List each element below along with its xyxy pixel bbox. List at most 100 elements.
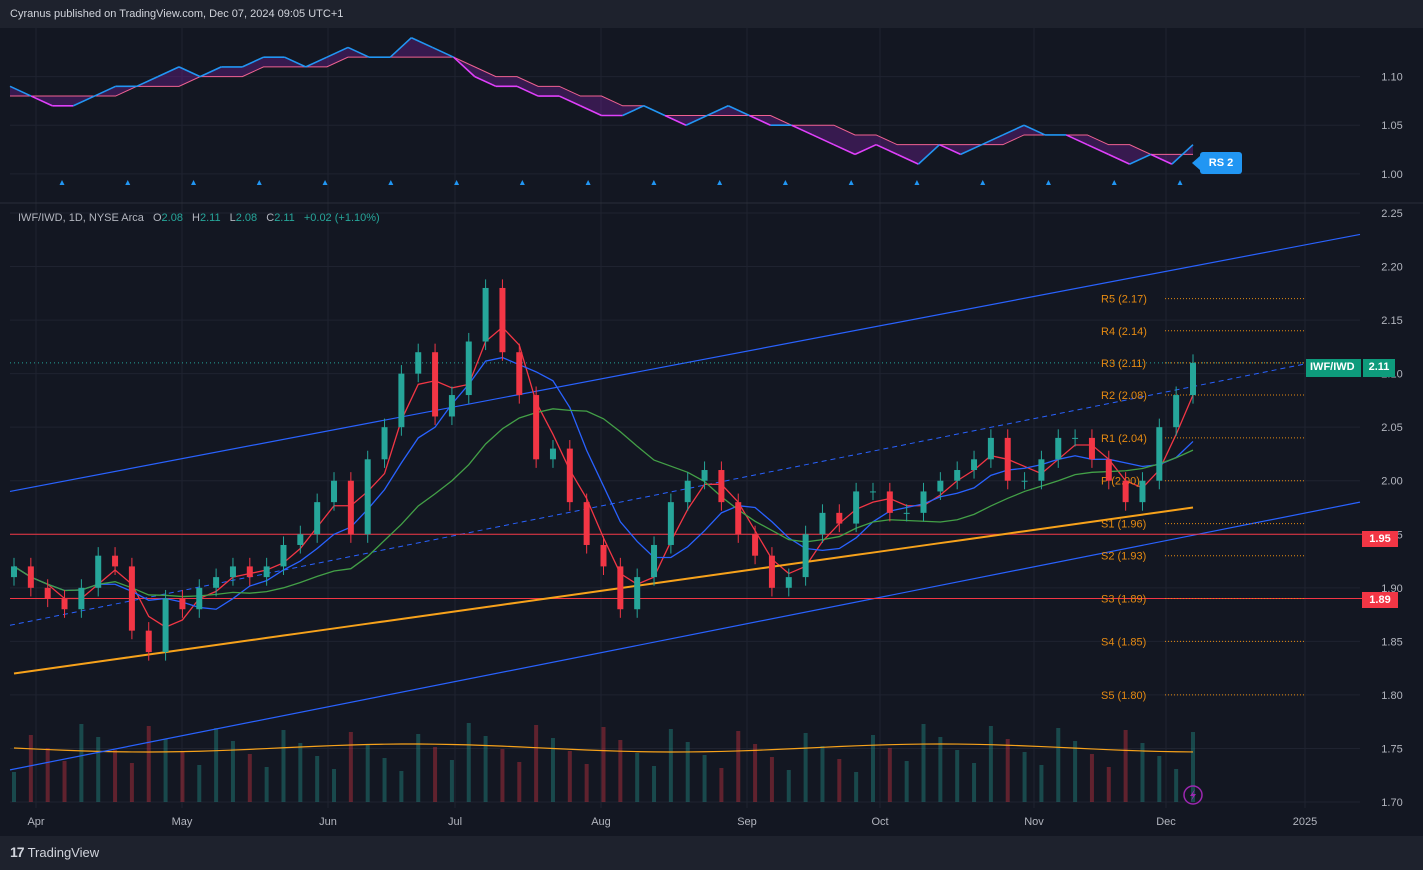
volume-bar — [197, 765, 202, 802]
candle-body — [415, 352, 422, 374]
time-tick-label: Oct — [871, 816, 888, 828]
volume-bar — [1005, 739, 1010, 802]
candle-body — [1021, 480, 1028, 482]
volume-bar — [753, 744, 758, 802]
rs-line-segment — [1023, 124, 1046, 136]
volume-bar — [79, 724, 84, 802]
candle-body — [179, 598, 186, 610]
volume-bar — [955, 750, 960, 802]
rs-line-segment — [326, 46, 349, 58]
price-tick-label: 1.75 — [1381, 743, 1402, 755]
volume-bar — [1106, 767, 1111, 802]
candle-body — [314, 502, 321, 535]
legend-open: 2.08 — [161, 212, 183, 224]
price-tick-label: 1.90 — [1381, 583, 1402, 595]
rs-line-segment — [474, 75, 497, 88]
header-bar — [0, 0, 1423, 28]
candle-body — [331, 480, 338, 503]
rs-line-segment — [516, 85, 539, 97]
rs-marker — [256, 180, 262, 185]
candle-body — [347, 480, 354, 535]
candle-body — [819, 512, 826, 535]
rs-line-segment — [9, 85, 32, 97]
rs-line-segment — [685, 114, 708, 126]
price-tick-label: 1.85 — [1381, 636, 1402, 648]
rs-line-segment — [1087, 143, 1109, 156]
candle-body — [145, 630, 152, 653]
rs-line-segment — [305, 56, 328, 68]
rs-line-segment — [664, 114, 687, 126]
rs-line-segment — [284, 56, 307, 68]
candle-body — [634, 577, 641, 610]
legend-symbol: IWF/IWD, 1D, NYSE Arca — [18, 212, 144, 224]
volume-bar — [180, 752, 185, 802]
level-tag-2: 1.89 — [1362, 592, 1398, 608]
volume-bar — [281, 730, 286, 802]
volume-bar — [719, 768, 724, 802]
candle-body — [617, 566, 624, 610]
candle-body — [432, 352, 439, 417]
rs-marker — [388, 180, 394, 185]
rs-marker — [717, 180, 723, 185]
candle-body — [78, 587, 85, 610]
candle-body — [667, 502, 674, 545]
pivot-label: S4 (1.85) — [1101, 636, 1146, 648]
channel-lines — [9, 233, 1362, 771]
legend-high: 2.11 — [199, 212, 221, 224]
rs-marker — [1111, 180, 1117, 185]
candle-body — [920, 491, 927, 513]
volume-bar — [736, 731, 741, 802]
volume-bar — [12, 772, 16, 802]
tradingview-brand: TradingView — [27, 844, 100, 860]
rs-line-segment — [643, 105, 666, 117]
lightning-icon[interactable] — [1183, 785, 1203, 805]
candle-body — [549, 448, 556, 460]
moving-average-line — [13, 408, 1194, 598]
candle-body — [1105, 459, 1112, 481]
volume-bar — [332, 769, 337, 802]
rs-line-segment — [432, 46, 454, 58]
rs-tag: RS 2 — [1192, 152, 1242, 174]
symbol-price: 2.11 — [1362, 359, 1396, 377]
candle-body — [768, 555, 775, 588]
price-tick-label: 2.05 — [1381, 422, 1402, 434]
volume-bar — [449, 760, 454, 802]
rs-line-segment — [389, 37, 412, 58]
candle-body — [802, 534, 809, 578]
time-tick-label: 2025 — [1293, 816, 1317, 828]
volume-bar — [382, 758, 387, 802]
rs-line-segment — [749, 114, 771, 126]
price-tick-label: 2.25 — [1381, 208, 1402, 220]
candle-body — [162, 598, 169, 653]
pivot-label: R4 (2.14) — [1101, 326, 1147, 338]
time-tick-label: Jun — [319, 816, 337, 828]
rs-line-segment — [854, 143, 877, 156]
volume-bar — [399, 771, 404, 802]
candle-body — [364, 459, 371, 535]
candle-body — [465, 341, 472, 396]
volume-bar — [466, 723, 471, 802]
footer-bar — [0, 836, 1423, 870]
volume-bar — [416, 734, 421, 802]
rs-tick-label: 1.10 — [1381, 72, 1402, 84]
rs-line-segment — [242, 56, 264, 68]
volume-bar — [972, 763, 977, 802]
candle-body — [1190, 362, 1196, 396]
volume-bar — [348, 732, 353, 802]
candle-body — [600, 544, 607, 567]
rs-line-segment — [981, 134, 1004, 146]
volume-bar — [904, 761, 909, 802]
volume-bar — [28, 735, 33, 802]
legend-close: 2.11 — [274, 212, 295, 224]
volume-bar — [618, 740, 623, 802]
volume-bar — [887, 748, 892, 802]
rs-line-segment — [157, 66, 180, 78]
long-moving-average-line — [13, 506, 1194, 675]
rs-line-segment — [727, 105, 750, 117]
rs-tick-label: 1.00 — [1381, 169, 1402, 181]
rs-line-segment — [791, 124, 814, 136]
tradingview-logo[interactable]: 17 TradingView — [10, 844, 99, 860]
volume-bar — [938, 737, 943, 802]
volume-bar — [1039, 765, 1044, 802]
